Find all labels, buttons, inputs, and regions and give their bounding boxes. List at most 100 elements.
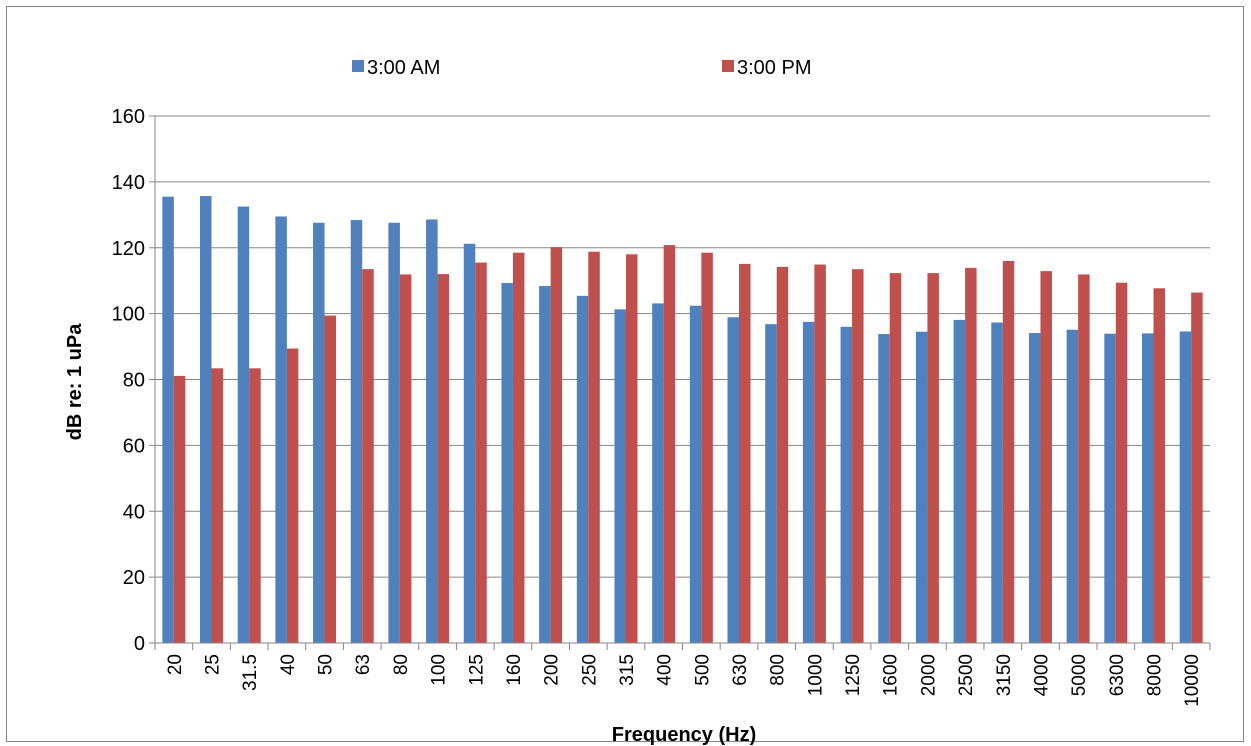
bar-3am-1600 [878, 334, 890, 643]
x-tick-label: 1600 [881, 654, 902, 696]
y-tick-label: 20 [123, 567, 145, 589]
bar-3am-2500 [953, 319, 966, 643]
bar-3am-5000 [1066, 329, 1079, 643]
bar-3am-63 [350, 220, 363, 643]
x-tick-label: 31.5 [240, 654, 261, 691]
bar-3am-1000 [802, 321, 815, 643]
bar-3pm-80 [399, 274, 412, 643]
bars [162, 196, 1203, 644]
bar-3pm-5000 [1078, 274, 1090, 643]
bar-3am-25 [200, 196, 212, 643]
bar-3am-3150 [991, 322, 1003, 643]
x-tick-label: 125 [466, 654, 487, 686]
bar-3pm-250 [588, 251, 600, 643]
bar-3pm-40 [286, 348, 299, 643]
bar-3am-500 [689, 305, 702, 643]
bar-3pm-1250 [852, 269, 864, 643]
bar-3pm-2000 [927, 273, 939, 643]
y-axis-title: dB re: 1 uPa [64, 323, 86, 441]
bar-3pm-200 [550, 247, 563, 643]
bar-3pm-63 [362, 269, 374, 643]
x-tick-label: 1000 [805, 654, 826, 696]
bar-3pm-800 [776, 266, 789, 643]
x-tick-label: 63 [353, 654, 374, 675]
bar-3pm-10000 [1191, 292, 1203, 643]
bar-3pm-3150 [1002, 260, 1015, 643]
legend-swatch-3am [352, 60, 364, 72]
legend: 3:00 AM 3:00 PM [352, 57, 811, 79]
y-tick-label: 100 [112, 304, 145, 326]
legend-swatch-3pm [722, 60, 734, 72]
bar-3pm-8000 [1153, 288, 1165, 643]
bar-3pm-630 [739, 263, 751, 643]
bar-3am-20 [162, 196, 174, 643]
bar-3pm-20 [173, 375, 186, 643]
bar-3am-125 [463, 243, 476, 644]
x-tick-label: 20 [165, 654, 186, 675]
bar-3pm-400 [663, 245, 676, 644]
y-tick-label: 0 [134, 633, 145, 655]
x-tick-label: 160 [504, 654, 525, 686]
x-tick-label: 25 [203, 654, 224, 675]
x-tick-label: 630 [730, 654, 751, 686]
bar-3am-8000 [1141, 333, 1154, 643]
bar-3am-200 [539, 285, 551, 643]
bar-3pm-500 [701, 252, 713, 644]
x-tick-label: 50 [316, 654, 337, 675]
bar-3am-40 [275, 216, 287, 643]
bar-3am-800 [765, 324, 777, 643]
bar-3am-400 [652, 303, 664, 643]
bar-3pm-25 [211, 368, 224, 643]
y-tick-label: 140 [112, 172, 145, 194]
x-axis-title: Frequency (Hz) [612, 724, 756, 746]
bar-3pm-160 [512, 252, 525, 644]
bar-3am-6300 [1104, 333, 1116, 643]
bar-3am-250 [576, 295, 589, 643]
bar-3am-1250 [840, 326, 853, 643]
bar-3pm-315 [625, 254, 638, 643]
x-tick-label: 6300 [1107, 654, 1128, 696]
bar-3am-50 [313, 222, 325, 643]
y-tick-label: 120 [112, 238, 145, 260]
x-tick-label: 400 [655, 654, 676, 686]
x-tick-label: 4000 [1031, 654, 1052, 696]
y-tick-label: 40 [123, 501, 145, 523]
x-tick-label: 100 [429, 654, 450, 686]
bar-3pm-6300 [1115, 282, 1128, 643]
y-tick-label: 160 [112, 106, 145, 128]
x-tick-label: 500 [692, 654, 713, 686]
x-tick-label: 8000 [1144, 654, 1165, 696]
bar-3am-2000 [915, 331, 928, 643]
x-tick-label: 3150 [994, 654, 1015, 696]
y-tick-labels: 0 20 40 60 80 100 120 140 160 [112, 106, 145, 655]
y-tick-label: 60 [123, 435, 145, 457]
x-tick-label: 40 [278, 654, 299, 675]
bar-3am-630 [727, 317, 740, 643]
x-tick-label: 2500 [956, 654, 977, 696]
bar-3am-100 [426, 219, 438, 643]
bar-3am-160 [501, 282, 513, 643]
bar-3am-31.5 [237, 206, 250, 643]
bar-3am-315 [614, 309, 626, 643]
bar-3am-80 [388, 222, 400, 643]
x-tick-label: 200 [542, 654, 563, 686]
axes [154, 116, 1211, 650]
x-tick-labels: 20 25 31.5 40 50 63 80 100 125 160 200 250 315 400 500… [165, 654, 1203, 707]
x-tick-label: 800 [768, 654, 789, 686]
bar-3pm-50 [324, 315, 337, 643]
bar-3pm-125 [475, 262, 487, 643]
bar-3pm-1600 [889, 273, 902, 643]
x-tick-label: 1250 [843, 654, 864, 696]
bar-3pm-1000 [814, 264, 826, 643]
bar-3pm-31.5 [249, 368, 261, 643]
legend-label-3am: 3:00 AM [367, 57, 440, 79]
legend-label-3pm: 3:00 PM [737, 57, 811, 79]
bar-3am-4000 [1028, 333, 1041, 643]
x-tick-label: 10000 [1182, 654, 1203, 707]
bar-3pm-2500 [965, 267, 977, 643]
x-tick-label: 2000 [918, 654, 939, 696]
y-tick-label: 80 [123, 370, 145, 392]
bar-3pm-100 [437, 274, 450, 643]
x-tick-label: 250 [579, 654, 600, 686]
